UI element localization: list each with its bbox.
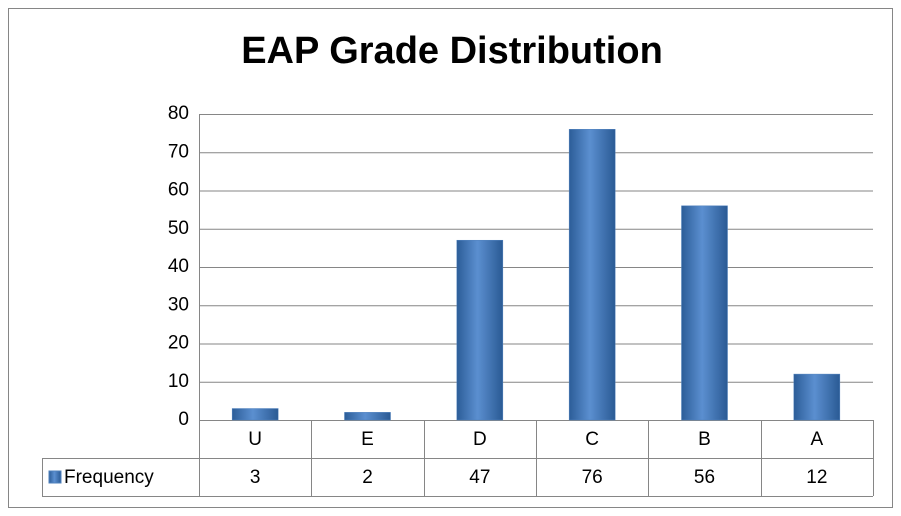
- bar: [568, 129, 616, 421]
- y-tick-label: 40: [168, 256, 189, 277]
- y-tick-label: 0: [178, 409, 189, 430]
- bar: [681, 205, 728, 421]
- table-value: 47: [469, 467, 490, 488]
- x-tick-label: D: [473, 429, 487, 450]
- bar: [456, 239, 504, 421]
- y-tick-label: 10: [168, 371, 189, 392]
- bar: [344, 412, 391, 421]
- legend-label: Frequency: [64, 467, 154, 488]
- table-value: 76: [582, 467, 603, 488]
- chart-border: [8, 8, 893, 508]
- table-value: 2: [362, 467, 373, 488]
- table-value: 12: [806, 467, 827, 488]
- y-tick-label: 20: [168, 333, 189, 354]
- chart-title: EAP Grade Distribution: [241, 30, 663, 72]
- y-tick-label: 80: [168, 103, 189, 124]
- bar: [231, 408, 279, 421]
- x-tick-label: U: [248, 429, 262, 450]
- y-tick-label: 70: [168, 141, 189, 162]
- table-value: 3: [250, 467, 261, 488]
- y-tick-label: 60: [168, 180, 189, 201]
- x-tick-label: B: [698, 429, 711, 450]
- table-value: 56: [694, 467, 715, 488]
- bar: [793, 373, 841, 421]
- legend-swatch: [48, 470, 62, 484]
- y-tick-label: 50: [168, 218, 189, 239]
- x-tick-label: C: [585, 429, 599, 450]
- y-tick-label: 30: [168, 294, 189, 315]
- x-tick-label: E: [361, 429, 374, 450]
- x-tick-label: A: [810, 429, 823, 450]
